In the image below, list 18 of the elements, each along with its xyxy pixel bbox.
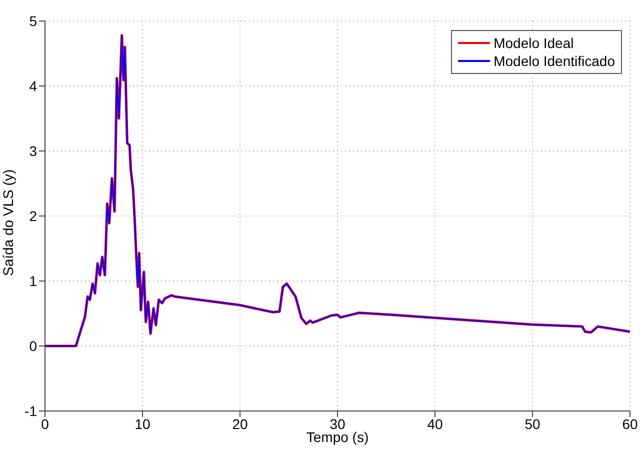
y-tick-label: -1 [24,402,38,419]
x-tick-label: 40 [427,416,443,432]
y-tick-label: 3 [29,142,38,159]
legend-label: Modelo Ideal [494,34,574,52]
x-tick-label: 50 [524,416,540,432]
x-tick-label: 0 [41,416,50,432]
x-tick-label: 10 [134,416,150,432]
x-tick-label: 30 [330,416,346,432]
legend-label: Modelo Identificado [494,52,615,70]
y-tick-label: 2 [29,208,38,224]
y-tick-label: 5 [29,12,38,29]
y-tick-label: 0 [29,338,38,354]
y-tick-label: 4 [29,78,38,94]
y-tick-label: 1 [29,272,38,289]
y-axis-title: Saída do VLS (y) [0,169,16,276]
x-tick-label: 60 [622,416,638,432]
x-axis-title: Tempo (s) [306,429,369,445]
x-tick-label: 20 [232,416,248,432]
